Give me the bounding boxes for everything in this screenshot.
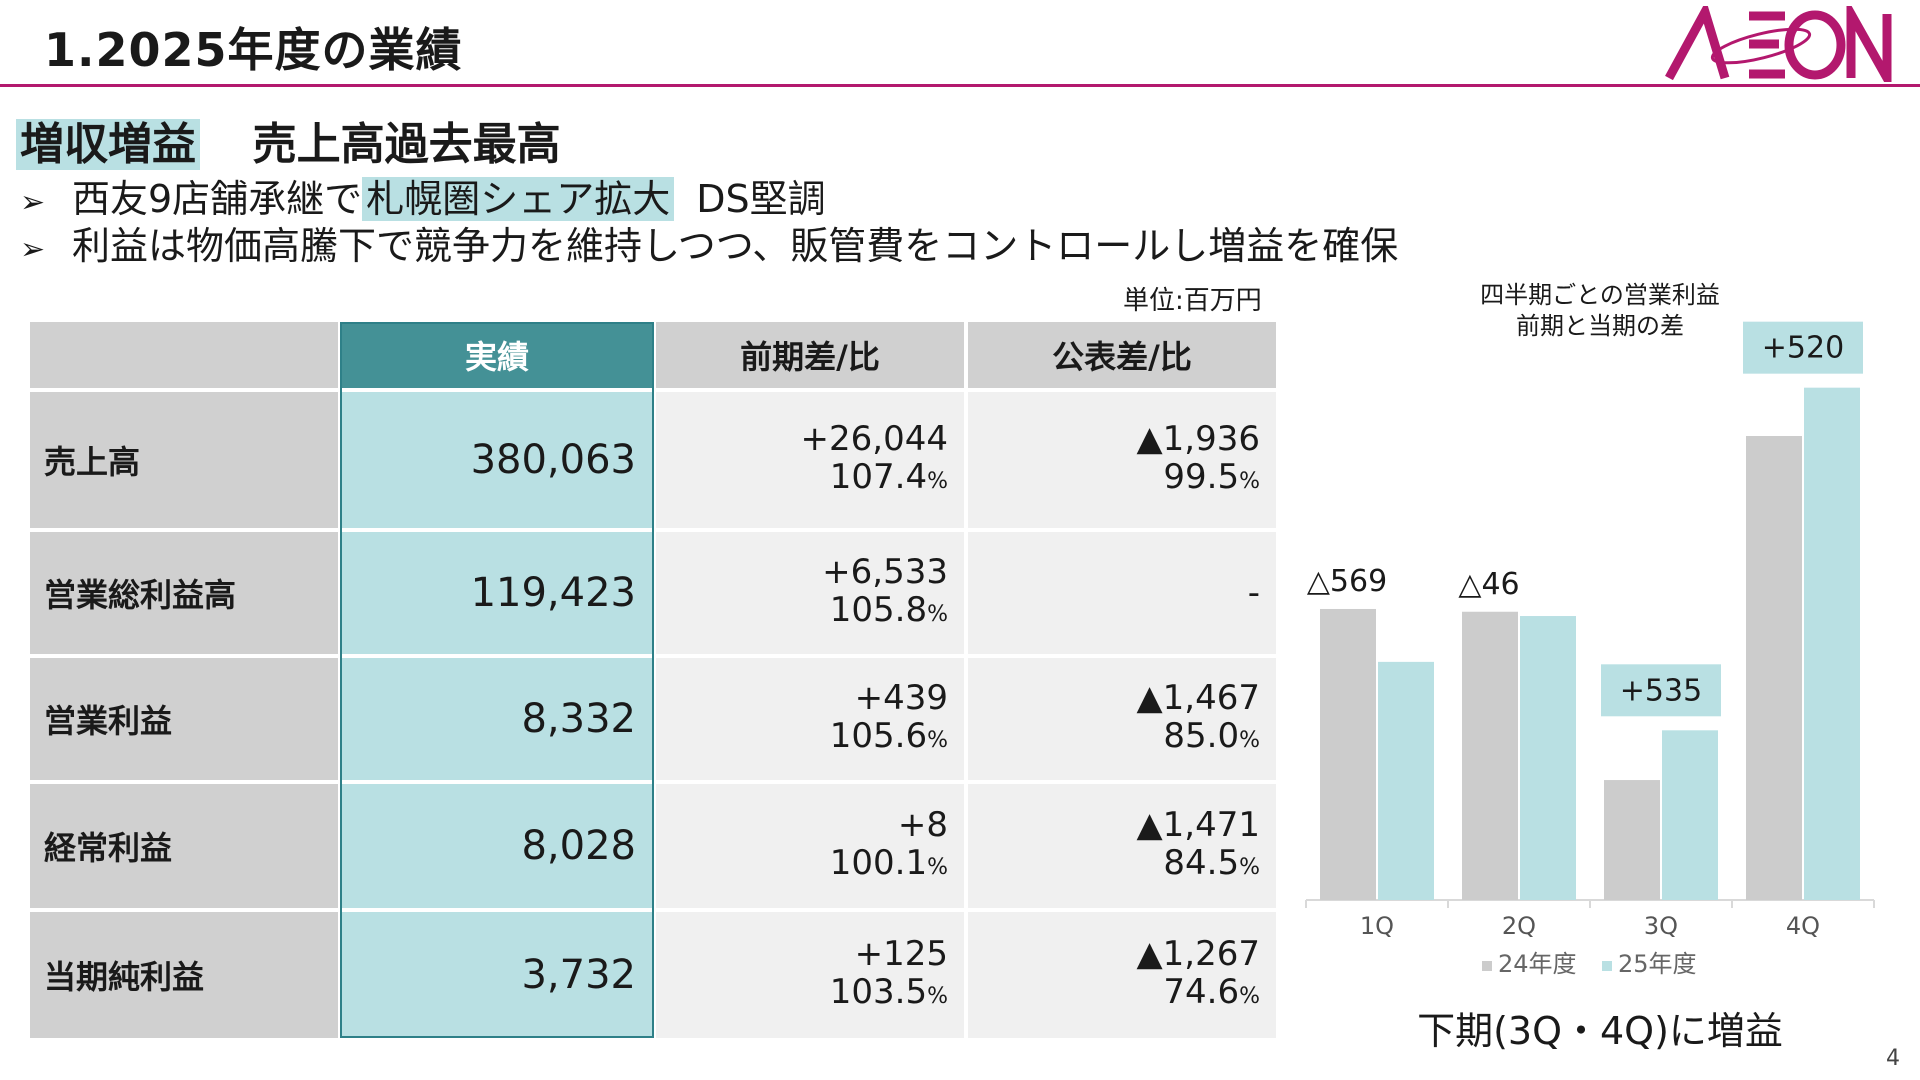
table-header-yoy: 前期差/比 bbox=[656, 322, 964, 388]
page-title: 1.2025年度の業績 bbox=[44, 23, 463, 77]
yoy-cell: +8 100.1% bbox=[656, 784, 964, 908]
yoy-cell: +125 103.5% bbox=[656, 912, 964, 1038]
bullet-arrow-icon: ➢ bbox=[20, 232, 46, 267]
percent-sign: % bbox=[1239, 983, 1260, 1009]
row-label: 営業利益 bbox=[30, 658, 338, 780]
yoy-diff: +6,533 bbox=[822, 551, 948, 592]
table-header-plan: 公表差/比 bbox=[968, 322, 1276, 388]
actual-value: 380,063 bbox=[342, 392, 652, 528]
bullet-text: 西友9店舗承継で bbox=[72, 177, 363, 221]
plan-diff: ▲1,467 bbox=[1136, 677, 1260, 718]
percent-sign: % bbox=[927, 854, 948, 880]
yoy-diff: +8 bbox=[897, 804, 948, 845]
row-label: 売上高 bbox=[30, 392, 338, 528]
percent-sign: % bbox=[1239, 727, 1260, 753]
headline: 増収増益 売上高過去最高 bbox=[16, 108, 561, 172]
row-label: 経常利益 bbox=[30, 784, 338, 908]
yoy-diff: +125 bbox=[854, 933, 948, 974]
plan-cell: ▲1,467 85.0% bbox=[968, 658, 1276, 780]
percent-sign: % bbox=[927, 468, 948, 494]
plan-ratio: 85.0 bbox=[1163, 715, 1240, 756]
bar-24年度-4Q bbox=[1746, 436, 1802, 900]
plan-cell: - bbox=[968, 532, 1276, 654]
headline-highlight: 増収増益 bbox=[16, 119, 200, 170]
yoy-ratio: 100.1 bbox=[829, 842, 928, 883]
bar-25年度-4Q bbox=[1804, 387, 1860, 901]
x-tick-label: 3Q bbox=[1644, 912, 1678, 940]
diff-annotation: △46 bbox=[1458, 567, 1519, 602]
yoy-cell: +26,044 107.4% bbox=[656, 392, 964, 528]
x-tick-label: 1Q bbox=[1360, 912, 1394, 940]
chart-title: 四半期ごとの営業利益 前期と当期の差 bbox=[1420, 280, 1780, 342]
diff-annotation: △569 bbox=[1307, 564, 1387, 599]
bullet-item: ➢ 利益は物価高騰下で競争力を維持しつつ、販管費をコントロールし増益を確保 bbox=[20, 215, 1398, 270]
yoy-cell: +439 105.6% bbox=[656, 658, 964, 780]
bullet-item: ➢ 西友9店舗承継で 札幌圏シェア拡大 DS堅調 bbox=[20, 168, 826, 223]
plan-ratio: 99.5 bbox=[1163, 456, 1240, 497]
yoy-diff: +439 bbox=[854, 677, 948, 718]
plan-diff: ▲1,936 bbox=[1136, 418, 1260, 459]
percent-sign: % bbox=[927, 727, 948, 753]
x-tick-label: 2Q bbox=[1502, 912, 1536, 940]
plan-ratio: 74.6 bbox=[1163, 971, 1240, 1012]
legend-label: 25年度 bbox=[1618, 950, 1697, 978]
bullet-arrow-icon: ➢ bbox=[20, 185, 46, 220]
legend-swatch bbox=[1482, 961, 1492, 971]
x-tick-label: 4Q bbox=[1786, 912, 1820, 940]
diff-annotation-box bbox=[1743, 321, 1863, 374]
chart-title-line: 前期と当期の差 bbox=[1516, 312, 1684, 340]
chart-conclusion: 下期(3Q・4Q)に増益 bbox=[1417, 1009, 1783, 1053]
bullet-text: DS堅調 bbox=[696, 177, 826, 221]
results-table: 実績 前期差/比 公表差/比 売上高 380,063 +26,044 107.4… bbox=[30, 322, 1276, 1038]
percent-sign: % bbox=[1239, 854, 1260, 880]
yoy-diff: +26,044 bbox=[800, 418, 948, 459]
bar-24年度-2Q bbox=[1462, 611, 1518, 900]
chart-title-line: 四半期ごとの営業利益 bbox=[1480, 281, 1720, 309]
yoy-ratio: 105.8 bbox=[829, 589, 928, 630]
bullet-highlight: 札幌圏シェア拡大 bbox=[362, 177, 675, 221]
diff-annotation: +520 bbox=[1762, 331, 1844, 366]
actual-value: 8,028 bbox=[342, 784, 652, 908]
percent-sign: % bbox=[927, 601, 948, 627]
plan-diff: ▲1,471 bbox=[1136, 804, 1260, 845]
table-header-actual: 実績 bbox=[342, 322, 652, 388]
header-rule bbox=[0, 84, 1920, 87]
bar-25年度-3Q bbox=[1662, 730, 1718, 900]
legend-swatch bbox=[1602, 961, 1612, 971]
page-number: 4 bbox=[1886, 1046, 1900, 1071]
bullet-text: 利益は物価高騰下で競争力を維持しつつ、販管費をコントロールし増益を確保 bbox=[72, 224, 1399, 268]
plan-cell: ▲1,936 99.5% bbox=[968, 392, 1276, 528]
actual-value: 119,423 bbox=[342, 532, 652, 654]
diff-annotation: +535 bbox=[1620, 673, 1702, 708]
percent-sign: % bbox=[1239, 468, 1260, 494]
plan-diff: ▲1,267 bbox=[1136, 933, 1260, 974]
table-header-blank bbox=[30, 322, 338, 388]
plan-ratio: 84.5 bbox=[1163, 842, 1240, 883]
plan-cell: ▲1,267 74.6% bbox=[968, 912, 1276, 1038]
yoy-ratio: 105.6 bbox=[829, 715, 928, 756]
diff-annotation-box bbox=[1601, 664, 1721, 717]
yoy-ratio: 107.4 bbox=[829, 456, 928, 497]
bar-24年度-1Q bbox=[1320, 608, 1376, 900]
unit-label: 単位:百万円 bbox=[1123, 286, 1262, 316]
quarterly-operating-profit-chart: 1Q 2Q 3Q 4Q △569 △46 +535 +520 24年度 25年度 bbox=[1305, 321, 1875, 978]
row-label: 営業総利益高 bbox=[30, 532, 338, 654]
bar-24年度-3Q bbox=[1604, 780, 1660, 900]
headline-rest: 売上高過去最高 bbox=[252, 119, 561, 170]
actual-value: 8,332 bbox=[342, 658, 652, 780]
row-label: 当期純利益 bbox=[30, 912, 338, 1038]
aeon-logo bbox=[1665, 6, 1892, 82]
percent-sign: % bbox=[927, 983, 948, 1009]
legend-label: 24年度 bbox=[1498, 950, 1577, 978]
yoy-ratio: 103.5 bbox=[829, 971, 928, 1012]
plan-diff: - bbox=[1247, 573, 1260, 613]
actual-value: 3,732 bbox=[342, 912, 652, 1038]
plan-cell: ▲1,471 84.5% bbox=[968, 784, 1276, 908]
bar-25年度-1Q bbox=[1378, 661, 1434, 900]
yoy-cell: +6,533 105.8% bbox=[656, 532, 964, 654]
bar-25年度-2Q bbox=[1520, 616, 1576, 900]
